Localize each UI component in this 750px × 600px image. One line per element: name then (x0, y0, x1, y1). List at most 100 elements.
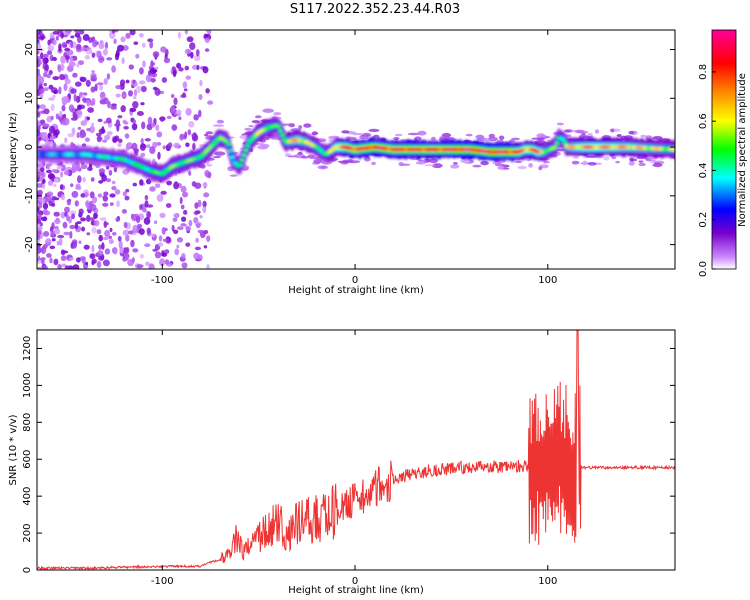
noise-speck (51, 39, 57, 46)
noise-speck (106, 165, 110, 170)
noise-speck (94, 220, 100, 227)
noise-speck (49, 245, 56, 250)
noise-speck (139, 204, 143, 211)
noise-speck (37, 189, 43, 196)
noise-speck (121, 57, 125, 64)
noise-speck (140, 253, 144, 259)
noise-speck (216, 119, 224, 124)
noise-speck (150, 122, 156, 128)
noise-speck (147, 116, 153, 125)
noise-speck (40, 171, 46, 178)
noise-speck (54, 228, 61, 235)
noise-speck (86, 116, 91, 120)
noise-speck (131, 257, 135, 264)
noise-speck (497, 165, 505, 170)
noise-speck (49, 257, 53, 264)
noise-speck (77, 126, 82, 130)
noise-speck (53, 258, 59, 266)
colorbar-tick-label: 0.4 (698, 162, 709, 178)
noise-speck (176, 237, 184, 243)
noise-speck (47, 45, 55, 52)
y-tick-label: 10 (24, 92, 35, 105)
noise-speck (85, 79, 91, 87)
noise-speck (45, 169, 53, 174)
noise-speck (55, 113, 59, 120)
noise-speck (85, 261, 89, 266)
colorbar-tick-label: 0.2 (698, 212, 709, 228)
noise-speck (89, 253, 96, 260)
noise-speck (165, 236, 172, 244)
noise-speck (472, 164, 482, 168)
noise-speck (72, 72, 78, 78)
noise-speck (78, 208, 84, 215)
noise-speck (117, 44, 124, 52)
ridge-core (239, 158, 245, 163)
noise-speck (46, 73, 51, 79)
ridge-core (230, 155, 235, 160)
noise-speck (124, 195, 130, 201)
noise-speck (42, 57, 49, 64)
noise-speck (37, 200, 41, 205)
ridge-core (276, 124, 281, 129)
noise-speck (185, 75, 191, 80)
noise-speck (193, 114, 199, 121)
noise-speck (91, 52, 96, 58)
noise-speck (537, 137, 545, 141)
noise-speck (51, 196, 57, 201)
noise-speck (82, 34, 90, 41)
noise-speck (70, 241, 78, 249)
noise-speck (174, 248, 180, 256)
noise-speck (141, 121, 146, 130)
noise-speck (244, 127, 252, 131)
noise-speck (111, 65, 116, 73)
noise-speck (60, 171, 64, 178)
noise-speck (178, 67, 184, 72)
noise-speck (144, 138, 151, 142)
ridge-core (241, 153, 247, 158)
noise-speck (115, 85, 122, 90)
noise-speck (629, 157, 634, 162)
noise-speck (185, 242, 191, 247)
noise-speck (176, 62, 182, 69)
noise-speck (50, 230, 55, 237)
noise-speck (159, 212, 166, 218)
noise-speck (194, 246, 201, 251)
noise-speck (98, 180, 104, 184)
noise-speck (60, 55, 66, 64)
noise-speck (183, 88, 188, 92)
noise-speck (114, 52, 120, 61)
noise-speck (37, 183, 43, 188)
noise-speck (140, 102, 145, 106)
noise-speck (129, 107, 137, 113)
noise-speck (156, 131, 163, 138)
noise-speck (103, 222, 109, 226)
ridge-core (278, 129, 283, 133)
noise-speck (37, 129, 41, 137)
noise-speck (75, 109, 83, 116)
noise-speck (76, 48, 82, 53)
noise-speck (37, 92, 41, 97)
noise-speck (74, 81, 82, 87)
noise-speck (399, 163, 411, 166)
noise-speck (108, 169, 113, 176)
noise-speck (89, 191, 95, 199)
noise-speck (198, 94, 203, 100)
noise-speck (144, 194, 149, 201)
noise-speck (144, 243, 151, 247)
noise-speck (41, 258, 45, 265)
noise-speck (581, 136, 594, 139)
noise-speck (37, 210, 44, 216)
noise-speck (64, 265, 69, 269)
noise-speck (202, 182, 208, 188)
noise-speck (127, 230, 134, 235)
noise-speck (41, 198, 46, 204)
noise-speck (172, 69, 177, 78)
noise-speck (144, 200, 149, 208)
noise-speck (111, 186, 117, 191)
noise-speck (131, 213, 138, 222)
noise-speck (229, 174, 238, 177)
noise-speck (652, 136, 663, 140)
y-tick-label: 1200 (22, 336, 33, 361)
noise-speck (262, 108, 275, 113)
noise-speck (180, 204, 185, 210)
